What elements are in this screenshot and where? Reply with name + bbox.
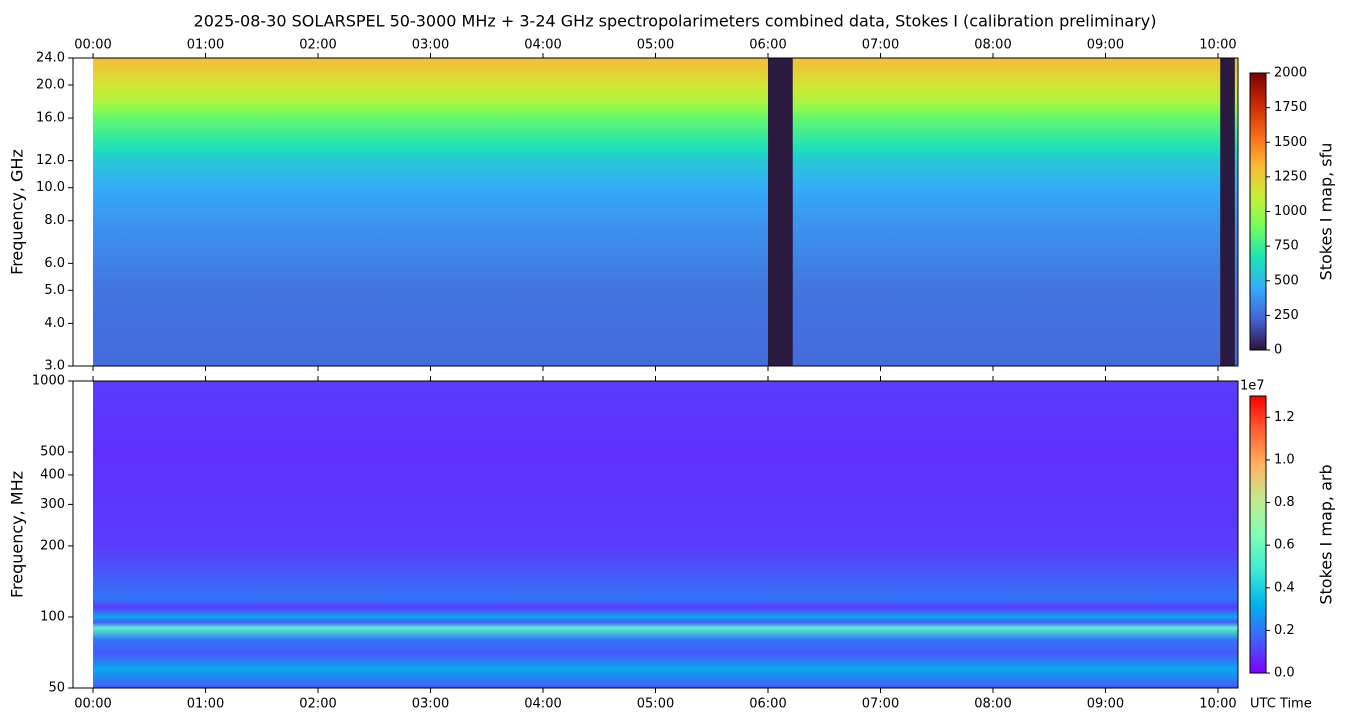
x-tick-label: 07:00 [862,697,899,712]
data-gap [767,58,793,366]
y-tick-label: 10.0 [36,180,65,195]
colorbar-tick-label: 0 [1274,343,1282,358]
colorbar-tick-label: 1000 [1274,204,1307,219]
x-tick-label: 00:00 [74,697,111,712]
colorbar-tick-label: 2000 [1274,66,1307,81]
figure-title: 2025-08-30 SOLARSPEL 50-3000 MHz + 3-24 … [194,12,1157,31]
x-tick-label: 03:00 [412,697,449,712]
x-tick-label: 06:00 [749,697,786,712]
y-tick-label: 500 [40,445,65,460]
colorbar-tick-label: 0.4 [1274,580,1295,595]
y-tick-label: 20.0 [36,78,65,93]
x-tick-label: 01:00 [187,38,224,53]
x-tick-label: 05:00 [637,38,674,53]
y-tick-label: 12.0 [36,153,65,168]
colorbar [1249,72,1267,351]
y-tick-label: 50 [48,681,65,696]
colorbar-tick-label: 0.0 [1274,666,1295,681]
x-tick-label: 03:00 [412,38,449,53]
x-tick-label: 08:00 [974,697,1011,712]
x-tick-label: 05:00 [637,697,674,712]
x-tick-label: 09:00 [1087,38,1124,53]
x-axis-label: UTC Time [1250,697,1312,712]
colorbar [1249,395,1267,674]
colorbar-tick-label: 1.0 [1274,452,1295,467]
y-tick-label: 8.0 [44,213,65,228]
heatmap [93,381,1238,688]
y-tick-label: 1000 [32,374,65,389]
colorbar-tick-label: 0.8 [1274,495,1295,510]
y-tick-label: 24.0 [36,51,65,66]
y-tick-label: 6.0 [44,256,65,271]
y-tick-label: 16.0 [36,111,65,126]
y-tick-label: 400 [40,467,65,482]
y-axis-label: Frequency, MHz [8,471,27,598]
colorbar-tick-label: 1500 [1274,135,1307,150]
x-tick-label: 04:00 [524,697,561,712]
y-tick-label: 300 [40,497,65,512]
x-tick-label: 02:00 [299,697,336,712]
colorbar-offset: 1e7 [1240,379,1265,394]
colorbar-label: Stokes I map, sfu [1317,143,1336,281]
colorbar-tick-label: 1250 [1274,169,1307,184]
colorbar-tick-label: 750 [1274,239,1299,254]
x-tick-label: 01:00 [187,697,224,712]
y-tick-label: 200 [40,538,65,553]
colorbar-tick-label: 0.2 [1274,623,1295,638]
colorbar-label: Stokes I map, arb [1317,464,1336,604]
x-tick-label: 10:00 [1199,697,1236,712]
x-tick-label: 02:00 [299,38,336,53]
y-tick-label: 100 [40,609,65,624]
x-tick-label: 08:00 [974,38,1011,53]
x-tick-label: 10:00 [1199,38,1236,53]
data-gap [1220,58,1235,366]
x-tick-label: 07:00 [862,38,899,53]
x-tick-label: 09:00 [1087,697,1124,712]
x-tick-label: 04:00 [524,38,561,53]
heatmap [93,58,1238,366]
y-tick-label: 5.0 [44,283,65,298]
x-tick-label: 00:00 [74,38,111,53]
y-axis-label: Frequency, GHz [8,149,27,275]
colorbar-tick-label: 500 [1274,273,1299,288]
colorbar-tick-label: 250 [1274,308,1299,323]
y-tick-label: 3.0 [44,359,65,374]
colorbar-tick-label: 0.6 [1274,538,1295,553]
colorbar-tick-label: 1750 [1274,100,1307,115]
x-tick-label: 06:00 [749,38,786,53]
y-tick-label: 4.0 [44,316,65,331]
colorbar-tick-label: 1.2 [1274,410,1295,425]
